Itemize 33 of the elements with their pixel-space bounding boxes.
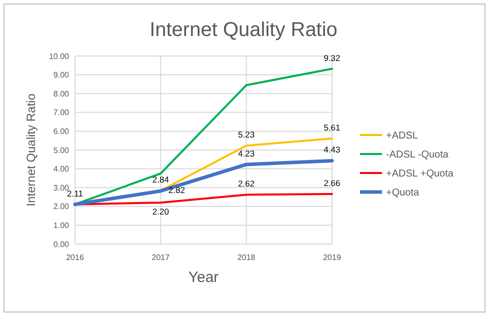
data-label: 5.23: [238, 130, 255, 140]
data-label: 2.11: [67, 188, 84, 198]
y-tick-label: 2.00: [53, 202, 70, 212]
x-tick-label: 2018: [237, 253, 256, 262]
y-tick-label: 4.00: [53, 164, 70, 174]
chart-title: Internet Quality Ratio: [150, 19, 338, 41]
y-tick-label: 3.00: [53, 183, 70, 192]
legend-label: +ADSL: [386, 130, 418, 142]
data-label: 2.66: [324, 178, 341, 188]
y-tick-label: 6.00: [53, 127, 70, 136]
data-label: 9.32: [324, 52, 341, 63]
y-tick-label: 1.00: [53, 221, 70, 230]
y-tick-label: 8.00: [53, 89, 70, 98]
y-axis-title: Internet Quality Ratio: [24, 93, 38, 206]
data-label: 4.23: [238, 148, 255, 158]
legend-label: +Quota: [386, 188, 420, 198]
data-label: 4.43: [324, 144, 341, 155]
x-tick-label: 2016: [66, 253, 84, 262]
data-label: 2.20: [152, 206, 170, 217]
x-axis-title: Year: [188, 269, 219, 286]
y-tick-label: 7.00: [53, 108, 70, 118]
legend-label: +ADSL +Quota: [386, 168, 454, 180]
data-label: 2.62: [238, 178, 255, 189]
data-label: 5.61: [324, 122, 341, 133]
y-tick-label: 0.00: [53, 240, 70, 249]
legend-label: -ADSL -Quota: [386, 150, 449, 160]
x-tick-label: 2017: [152, 253, 170, 262]
data-label: 2.82: [168, 184, 186, 195]
x-tick-label: 2019: [323, 253, 342, 262]
y-tick-label: 5.00: [53, 146, 70, 155]
data-label: 2.84: [152, 174, 170, 185]
y-tick-label: 10.00: [48, 52, 70, 61]
y-tick-label: 9.00: [53, 70, 70, 80]
